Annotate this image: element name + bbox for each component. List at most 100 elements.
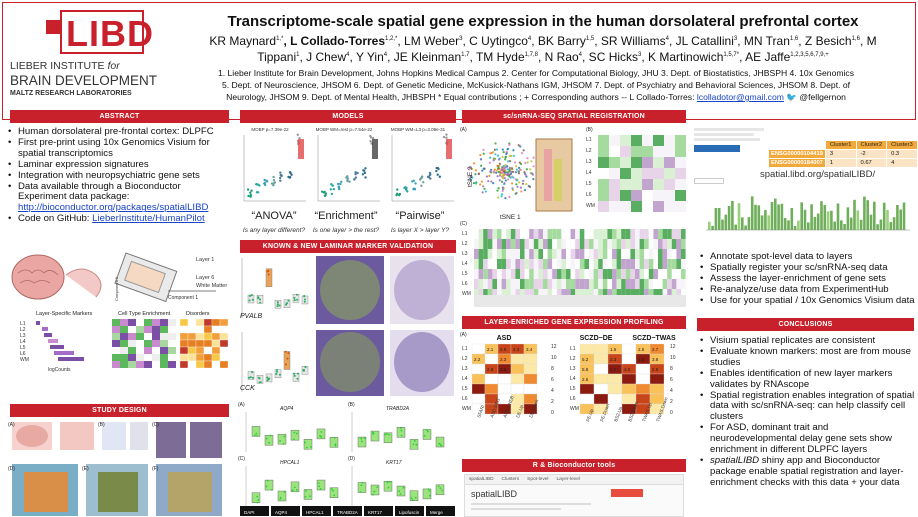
prof-layer-label: L1: [462, 346, 468, 352]
prof-layer-label: L6: [462, 396, 468, 402]
prof-layer-label: WM: [570, 406, 579, 412]
reg-cell-c: [570, 279, 576, 289]
model-point: [419, 178, 422, 181]
reg-cell-c: [648, 279, 654, 289]
val-point: [250, 294, 253, 297]
enrichment-cell: [152, 361, 160, 368]
tab-layer-level[interactable]: Layer-level: [556, 477, 580, 482]
val-small-point: [283, 491, 286, 493]
reg-layer-label: L1: [586, 137, 592, 143]
enrichment-cell: [144, 354, 152, 361]
tsne-point: [519, 145, 522, 148]
enrichment-cell: [152, 319, 160, 326]
sczd-twas-title: SCZD−TWAS: [632, 335, 676, 342]
val-small-point: [319, 435, 321, 437]
asd-cell: [484, 353, 499, 365]
reg-cell-c: [506, 279, 511, 289]
app-button[interactable]: [611, 489, 643, 497]
reg-cell-c: [547, 269, 553, 279]
tsne-point: [495, 169, 499, 172]
reg-cell-c: [501, 269, 507, 279]
tsne-point: [482, 167, 485, 170]
reg-cell-c: [625, 269, 631, 279]
model-point: [338, 187, 341, 191]
bioconductor-link[interactable]: http://bioconductor.org/packages/spatial…: [18, 202, 209, 214]
tsne-point: [508, 170, 511, 173]
app-mini-dropdown[interactable]: [694, 178, 724, 184]
asd-cell-value: 2.8: [487, 367, 494, 372]
preview-bar: [889, 221, 893, 230]
reg-cell-c: [566, 249, 571, 259]
asd-cell-value: 2.2: [474, 357, 481, 362]
enrichment-cell: [128, 326, 136, 333]
reg-cell-c: [501, 229, 507, 239]
preview-bar: [843, 224, 846, 230]
val-bottom-label: TRABD2A: [337, 510, 358, 515]
tsne-point: [481, 169, 484, 172]
reg-cell-c: [524, 289, 530, 299]
reg-cell-c: [635, 249, 640, 259]
reg-cell-c: [529, 229, 534, 239]
reg-cell-c: [658, 269, 663, 279]
sczd-cell: [649, 383, 665, 395]
tsne-point: [499, 171, 502, 174]
reg-cell-c: [667, 289, 672, 299]
validation-heading: KNOWN & NEW LAMINAR MARKER VALIDATION: [240, 240, 456, 253]
model-point: [348, 180, 351, 183]
asd-title: ASD: [497, 335, 512, 342]
reg-cell-c: [602, 269, 608, 279]
registration-figure: (A) tSNE 2 tSNE 1 (B) L1 L2 L3 L4 L5 L6 WM (C)…: [460, 127, 686, 307]
reg-cell-c: [584, 249, 589, 259]
layer-label: L1: [20, 321, 26, 327]
model-point: [436, 173, 439, 176]
tab-spatiallibd[interactable]: spatialLIBD: [469, 477, 494, 482]
reg-cell-c: [478, 239, 484, 249]
reg-cell-c: [648, 239, 654, 249]
reg-cell-c: [630, 229, 635, 239]
models-figure: MOBP p=7.39e-22 MOBP WM=rest p=7.54e-22 MO…: [243, 127, 454, 234]
reg-cell-c: [533, 279, 539, 289]
reg-cell-c: [589, 259, 594, 269]
asd-cell: [471, 393, 486, 405]
model-point: [272, 178, 276, 182]
reg-cell-c: [474, 269, 479, 279]
model-point: [278, 176, 282, 180]
email-link[interactable]: lcolladotor@gmail.com: [696, 92, 784, 102]
reg-cell-c: [644, 259, 649, 269]
tsne-point: [513, 161, 517, 164]
disorder-cell: [219, 339, 229, 348]
model-question-3: Is layer X > layer Y?: [391, 227, 450, 234]
reg-cell-c: [639, 229, 645, 239]
reg-cell-c: [478, 259, 484, 269]
preview-bar: [813, 216, 817, 230]
spatial-url[interactable]: spatial.libd.org/spatialLIBD/: [760, 169, 876, 180]
tsne-point: [499, 173, 502, 176]
reg-cell-c: [653, 259, 658, 269]
tab-spot-level[interactable]: Spot-level: [527, 477, 549, 482]
model-point: [289, 171, 292, 175]
tab-clusters[interactable]: Clusters: [501, 477, 520, 482]
reg-cell-c: [671, 259, 677, 269]
reg-cell-c: [501, 239, 507, 249]
reg-layer-label: WM: [462, 291, 471, 297]
reg-cell-c: [510, 239, 516, 249]
reg-cell-c: [648, 229, 654, 239]
reg-cell-c: [653, 229, 658, 239]
github-link[interactable]: LieberInstitute/HumanPilot: [92, 213, 205, 225]
reg-cell-c: [616, 289, 622, 299]
val-point: [296, 298, 299, 301]
reg-cell-c: [612, 229, 617, 239]
tsne-point: [511, 187, 514, 190]
tsne-point: [528, 185, 532, 189]
val-point: [275, 372, 278, 375]
reg-cell-b: [620, 157, 631, 168]
val-small-point: [256, 501, 259, 504]
asd-col-label: DE.Down: [528, 398, 539, 418]
prof-layer-label: L4: [570, 376, 576, 382]
val-small-box: [435, 484, 445, 496]
upload-button[interactable]: [694, 145, 740, 152]
preview-bar: [830, 210, 833, 230]
logo-line2: BRAIN DEVELOPMENT: [10, 73, 158, 88]
tsne-point: [520, 151, 524, 155]
preview-bar: [797, 220, 800, 230]
